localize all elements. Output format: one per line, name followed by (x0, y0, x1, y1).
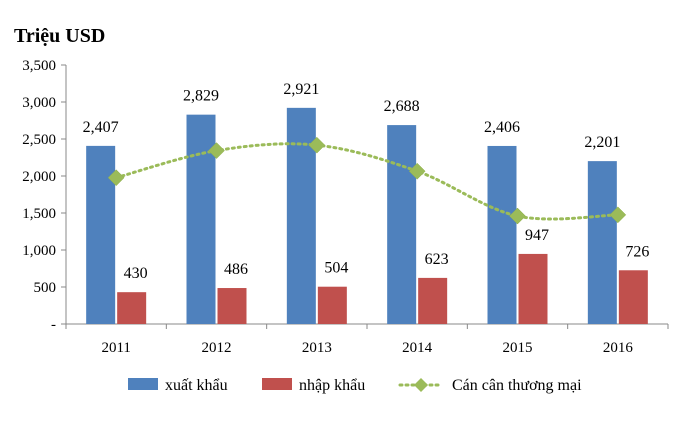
export-data-label: 2,201 (584, 134, 620, 151)
import-bar (518, 253, 548, 324)
legend-balance-label: Cán cân thương mại (452, 377, 582, 394)
import-data-label: 947 (525, 227, 549, 244)
export-bar (186, 114, 216, 325)
legend-import-swatch (262, 378, 292, 390)
export-bar (286, 107, 316, 324)
x-tick-label: 2013 (302, 340, 332, 356)
export-data-label: 2,921 (283, 81, 319, 98)
legend: xuất khẩu nhập khẩu Cán cân thương mại (128, 377, 582, 394)
import-data-label: 726 (625, 243, 649, 260)
unit-title: Triệu USD (14, 25, 105, 47)
import-bar (418, 277, 448, 324)
import-bar (217, 288, 247, 324)
export-bar (587, 161, 617, 324)
y-tick-label: 500 (34, 280, 57, 296)
y-tick-label: 3,000 (22, 95, 56, 111)
y-tick-label: 2,500 (22, 132, 56, 148)
y-tick-label: 2,000 (22, 169, 56, 185)
balance-line-path (114, 142, 620, 221)
import-bar (317, 286, 347, 324)
x-tick-label: 2012 (202, 340, 232, 356)
legend-import-label: nhập khẩu (299, 377, 365, 394)
import-data-label: 430 (124, 265, 148, 282)
balance-point (107, 169, 125, 187)
export-bar (86, 145, 116, 324)
x-tick-label: 2016 (603, 340, 634, 356)
legend-export-swatch (128, 378, 158, 390)
data-labels: 2,407 430 2,829 486 2,921 504 2,688 623 2,406 947… (83, 81, 650, 282)
balance-point (609, 206, 627, 224)
bars (86, 107, 648, 325)
x-tick-label: 2014 (402, 340, 433, 356)
export-bar (387, 125, 417, 324)
import-data-label: 486 (224, 261, 248, 278)
export-data-label: 2,406 (484, 119, 520, 136)
balance-point (408, 162, 426, 180)
balance-point (509, 207, 526, 225)
legend-export-label: xuất khẩu (165, 377, 228, 394)
balance-point (308, 136, 326, 154)
balance-point (208, 142, 225, 159)
import-data-label: 504 (324, 260, 348, 277)
y-tick-label: 3,500 (22, 58, 56, 74)
x-tick-label: 2015 (503, 340, 533, 356)
import-bar (117, 292, 147, 324)
y-tick-label: 1,500 (22, 206, 56, 222)
y-tick-label: 1,000 (22, 243, 56, 259)
import-bar (618, 270, 648, 324)
axes: - 500 1,000 1,500 2,000 2,500 3,000 3,500 2011 20… (22, 58, 669, 356)
export-bar (487, 145, 517, 324)
y-tick-label: - (51, 317, 56, 333)
export-data-label: 2,829 (183, 88, 219, 105)
import-data-label: 623 (425, 251, 449, 268)
legend-balance-marker (414, 378, 428, 392)
x-tick-label: 2011 (101, 340, 130, 356)
export-data-label: 2,688 (384, 98, 420, 115)
export-data-label: 2,407 (83, 119, 119, 136)
balance-line (107, 136, 627, 225)
